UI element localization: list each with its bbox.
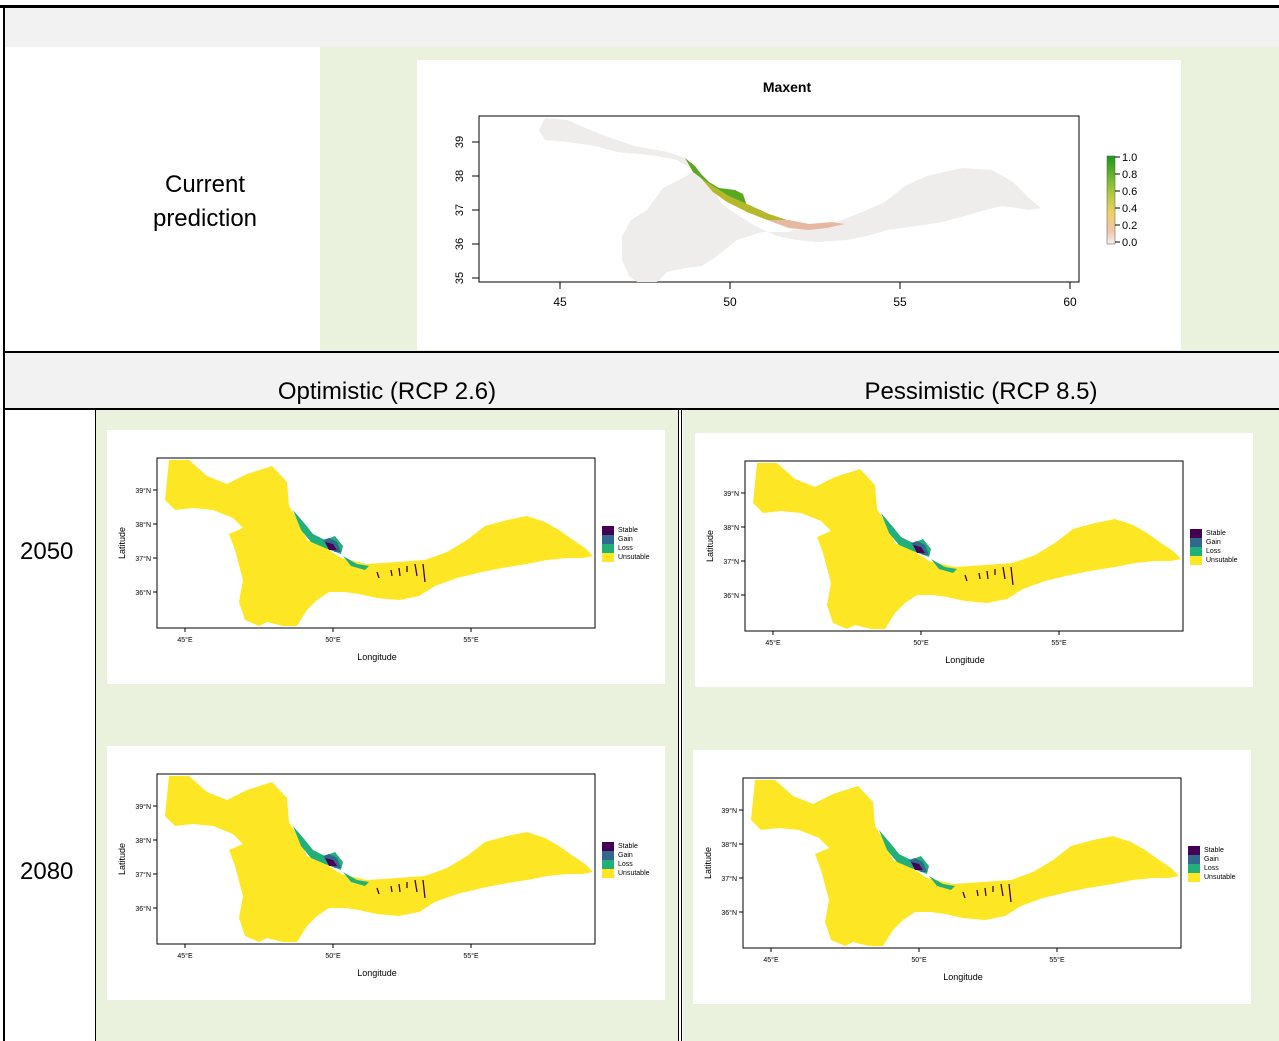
pessimistic-header: Pessimistic (RCP 8.5): [864, 378, 1098, 405]
map-2050-pessimistic: 39°N 38°N 37°N 36°N Latitude 45°E 50°E 5…: [695, 433, 1253, 687]
svg-text:0.0: 0.0: [1122, 237, 1137, 249]
svg-text:Unsutable: Unsutable: [1206, 557, 1238, 564]
map-2050-optimistic: 39°N 38°N 37°N 36°N Latitude 45°E 50°E 5…: [107, 430, 665, 684]
maxent-color-legend: 1.0 0.8 0.6 0.4 0.2 0.0: [1106, 152, 1137, 249]
maxent-map: Maxent 39 38 37 36 35 45 50: [417, 60, 1181, 350]
svg-text:36°N: 36°N: [135, 905, 151, 913]
svg-text:Stable: Stable: [1206, 530, 1226, 537]
svg-text:Unsutable: Unsutable: [1204, 874, 1236, 881]
svg-text:39°N: 39°N: [135, 487, 151, 495]
svg-text:Longitude: Longitude: [945, 655, 985, 665]
svg-text:45°E: 45°E: [177, 636, 193, 644]
year-2050-label: 2050: [20, 538, 74, 565]
svg-text:50°E: 50°E: [911, 956, 927, 964]
svg-text:50°E: 50°E: [325, 952, 341, 960]
svg-text:Loss: Loss: [618, 861, 633, 868]
svg-text:38°N: 38°N: [721, 841, 737, 849]
maxent-xtick-60: 60: [1063, 295, 1077, 309]
svg-text:50°E: 50°E: [325, 636, 341, 644]
range-change-map: 39°N 38°N 37°N 36°N Latitude 45°E 50°E 5…: [695, 433, 1253, 687]
svg-text:45°E: 45°E: [765, 639, 781, 647]
current-prediction-label: Current prediction: [152, 171, 258, 232]
svg-text:Latitude: Latitude: [703, 847, 713, 879]
svg-text:38°N: 38°N: [135, 837, 151, 845]
svg-text:0.4: 0.4: [1122, 203, 1137, 215]
svg-text:Longitude: Longitude: [357, 652, 397, 662]
maxent-ytick-39: 39: [454, 136, 466, 148]
svg-text:Stable: Stable: [618, 843, 638, 850]
svg-text:Unsutable: Unsutable: [618, 870, 650, 877]
year-2080-label: 2080: [20, 858, 74, 885]
svg-text:Loss: Loss: [1206, 548, 1221, 555]
svg-text:Loss: Loss: [1204, 865, 1219, 872]
svg-text:Unsutable: Unsutable: [618, 554, 650, 561]
svg-text:0.2: 0.2: [1122, 220, 1137, 232]
svg-text:Loss: Loss: [618, 545, 633, 552]
maxent-ytick-38: 38: [454, 170, 466, 182]
svg-text:39°N: 39°N: [135, 803, 151, 811]
maxent-xtick-45: 45: [553, 295, 567, 309]
svg-text:37°N: 37°N: [135, 871, 151, 879]
svg-text:37°N: 37°N: [135, 555, 151, 563]
svg-text:Latitude: Latitude: [117, 527, 127, 559]
svg-text:Longitude: Longitude: [357, 968, 397, 978]
svg-text:0.6: 0.6: [1122, 186, 1137, 198]
svg-text:Stable: Stable: [618, 527, 638, 534]
svg-text:37°N: 37°N: [723, 558, 739, 566]
maxent-title: Maxent: [763, 79, 812, 95]
svg-text:Longitude: Longitude: [943, 972, 983, 982]
range-change-map: 39°N 38°N 37°N 36°N Latitude 45°E 50°E 5…: [693, 750, 1251, 1004]
svg-text:55°E: 55°E: [1049, 956, 1065, 964]
svg-text:36°N: 36°N: [135, 589, 151, 597]
maxent-ytick-37: 37: [454, 204, 466, 216]
svg-text:Latitude: Latitude: [117, 843, 127, 875]
svg-text:37°N: 37°N: [721, 875, 737, 883]
map-2080-pessimistic: 39°N 38°N 37°N 36°N Latitude 45°E 50°E 5…: [693, 750, 1251, 1004]
maxent-xtick-55: 55: [893, 295, 907, 309]
svg-text:1.0: 1.0: [1122, 152, 1137, 164]
svg-text:55°E: 55°E: [463, 952, 479, 960]
svg-text:38°N: 38°N: [723, 524, 739, 532]
svg-text:36°N: 36°N: [721, 909, 737, 917]
svg-text:50°E: 50°E: [913, 639, 929, 647]
svg-text:Latitude: Latitude: [705, 530, 715, 562]
maxent-xtick-50: 50: [723, 295, 737, 309]
map-2080-optimistic: 39°N 38°N 37°N 36°N Latitude 45°E 50°E 5…: [107, 746, 665, 1000]
svg-text:39°N: 39°N: [723, 490, 739, 498]
range-change-map: 39°N 38°N 37°N 36°N Latitude 45°E 50°E 5…: [107, 746, 665, 1000]
maxent-y-axis: 39 38 37 36 35: [454, 136, 479, 284]
svg-text:Gain: Gain: [618, 536, 633, 543]
svg-text:Gain: Gain: [1204, 856, 1219, 863]
top-header-row: [4, 8, 1279, 47]
svg-text:55°E: 55°E: [463, 636, 479, 644]
svg-text:45°E: 45°E: [177, 952, 193, 960]
maxent-ytick-35: 35: [454, 272, 466, 284]
svg-text:Gain: Gain: [1206, 539, 1221, 546]
maxent-x-axis: 45 50 55 60: [553, 282, 1077, 309]
optimistic-header: Optimistic (RCP 2.6): [277, 378, 497, 405]
maxent-ytick-36: 36: [454, 238, 466, 250]
svg-text:Gain: Gain: [618, 852, 633, 859]
svg-text:36°N: 36°N: [723, 592, 739, 600]
svg-text:45°E: 45°E: [763, 956, 779, 964]
svg-text:55°E: 55°E: [1051, 639, 1067, 647]
svg-text:0.8: 0.8: [1122, 169, 1137, 181]
svg-text:Stable: Stable: [1204, 847, 1224, 854]
range-change-map: 39°N 38°N 37°N 36°N Latitude 45°E 50°E 5…: [107, 430, 665, 684]
scenario-header-row: [4, 353, 1279, 409]
svg-text:39°N: 39°N: [721, 807, 737, 815]
svg-text:38°N: 38°N: [135, 521, 151, 529]
